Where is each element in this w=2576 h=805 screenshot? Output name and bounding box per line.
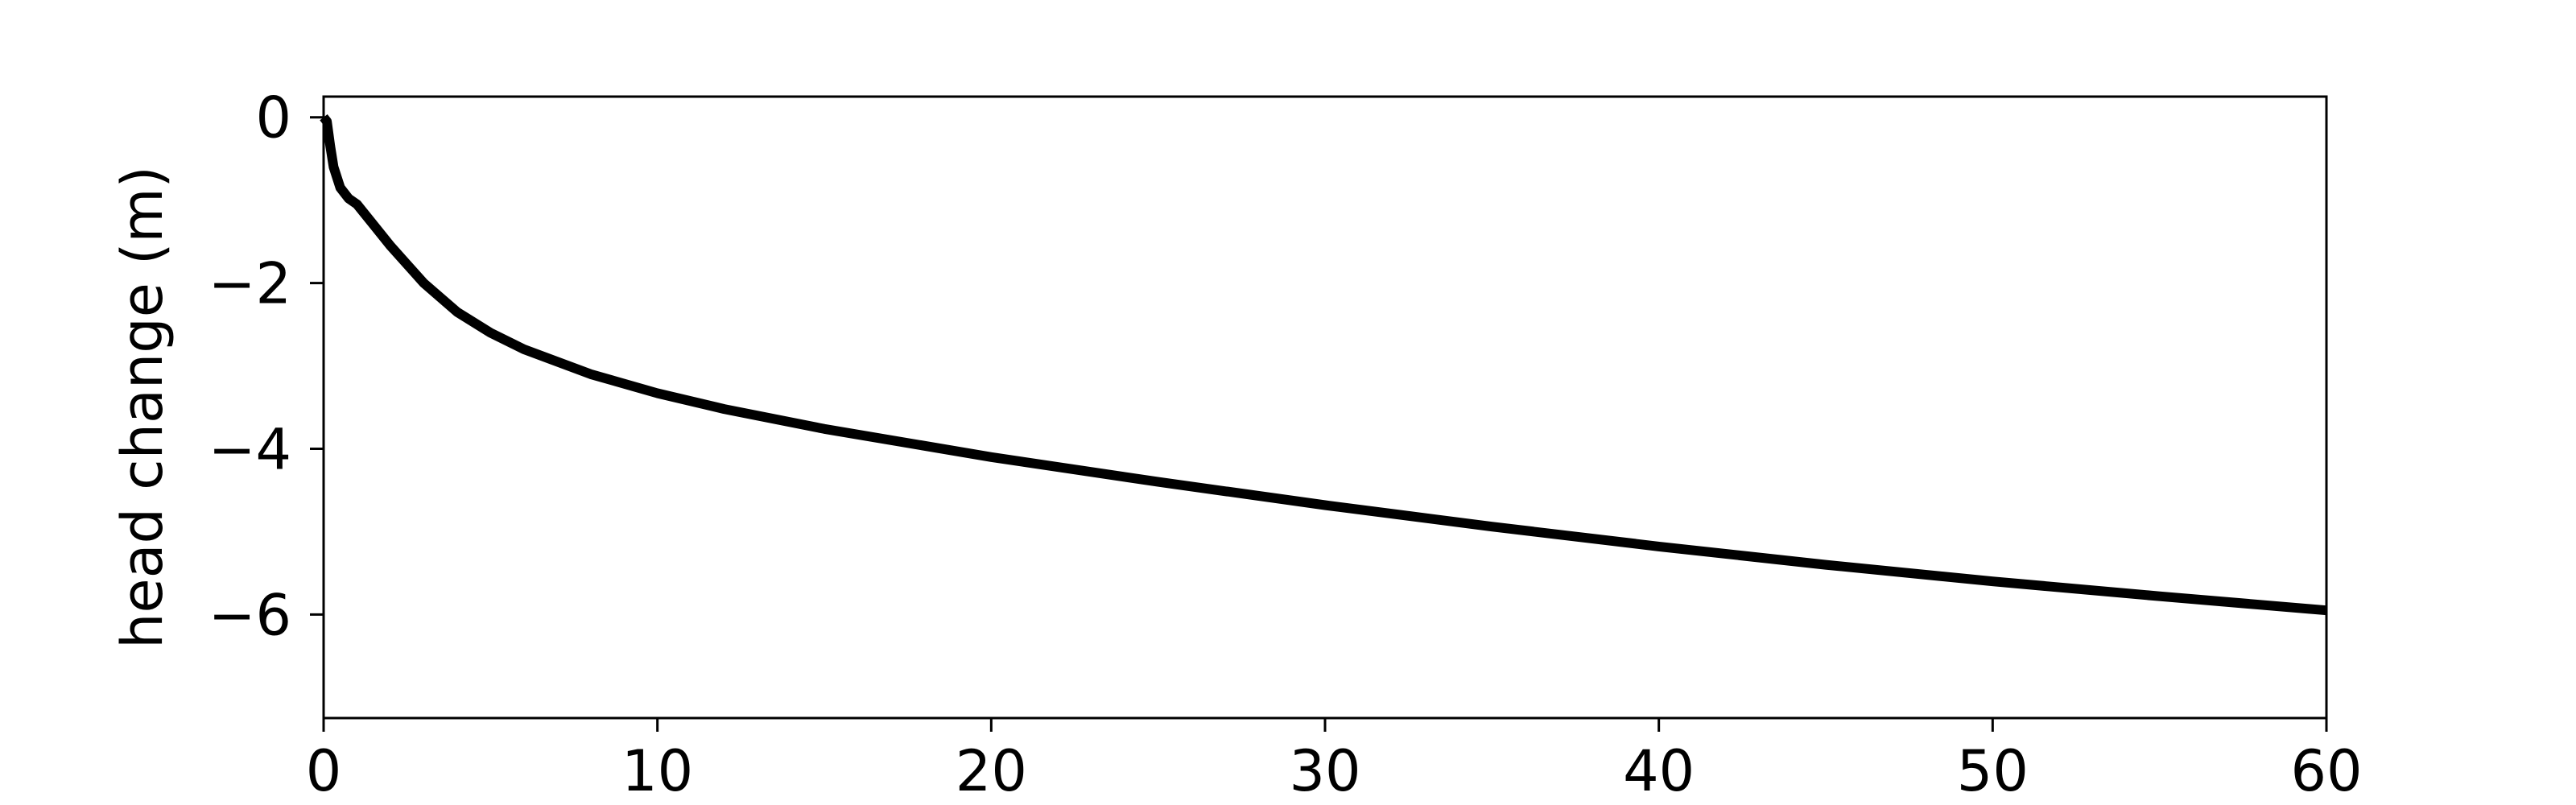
x-tick-label: 60 <box>2290 738 2362 804</box>
plot-frame <box>322 95 2328 720</box>
y-tick-label: −2 <box>208 251 291 317</box>
x-tick-label: 40 <box>1623 738 1695 804</box>
head-change-line <box>320 114 2327 616</box>
y-axis-label: head change (m) <box>109 166 175 649</box>
axis-ticks: 0 10 20 30 40 50 60 0 −2 −4 −6 <box>208 85 2363 804</box>
y-tick-label: −6 <box>208 582 291 648</box>
y-tick-label: 0 <box>255 85 291 151</box>
x-tick-label: 10 <box>621 738 693 804</box>
y-tick-label: −4 <box>208 416 291 482</box>
x-tick-label: 0 <box>306 738 342 804</box>
x-tick-label: 30 <box>1289 738 1360 804</box>
x-tick-label: 20 <box>956 738 1027 804</box>
x-tick-label: 50 <box>1957 738 2029 804</box>
